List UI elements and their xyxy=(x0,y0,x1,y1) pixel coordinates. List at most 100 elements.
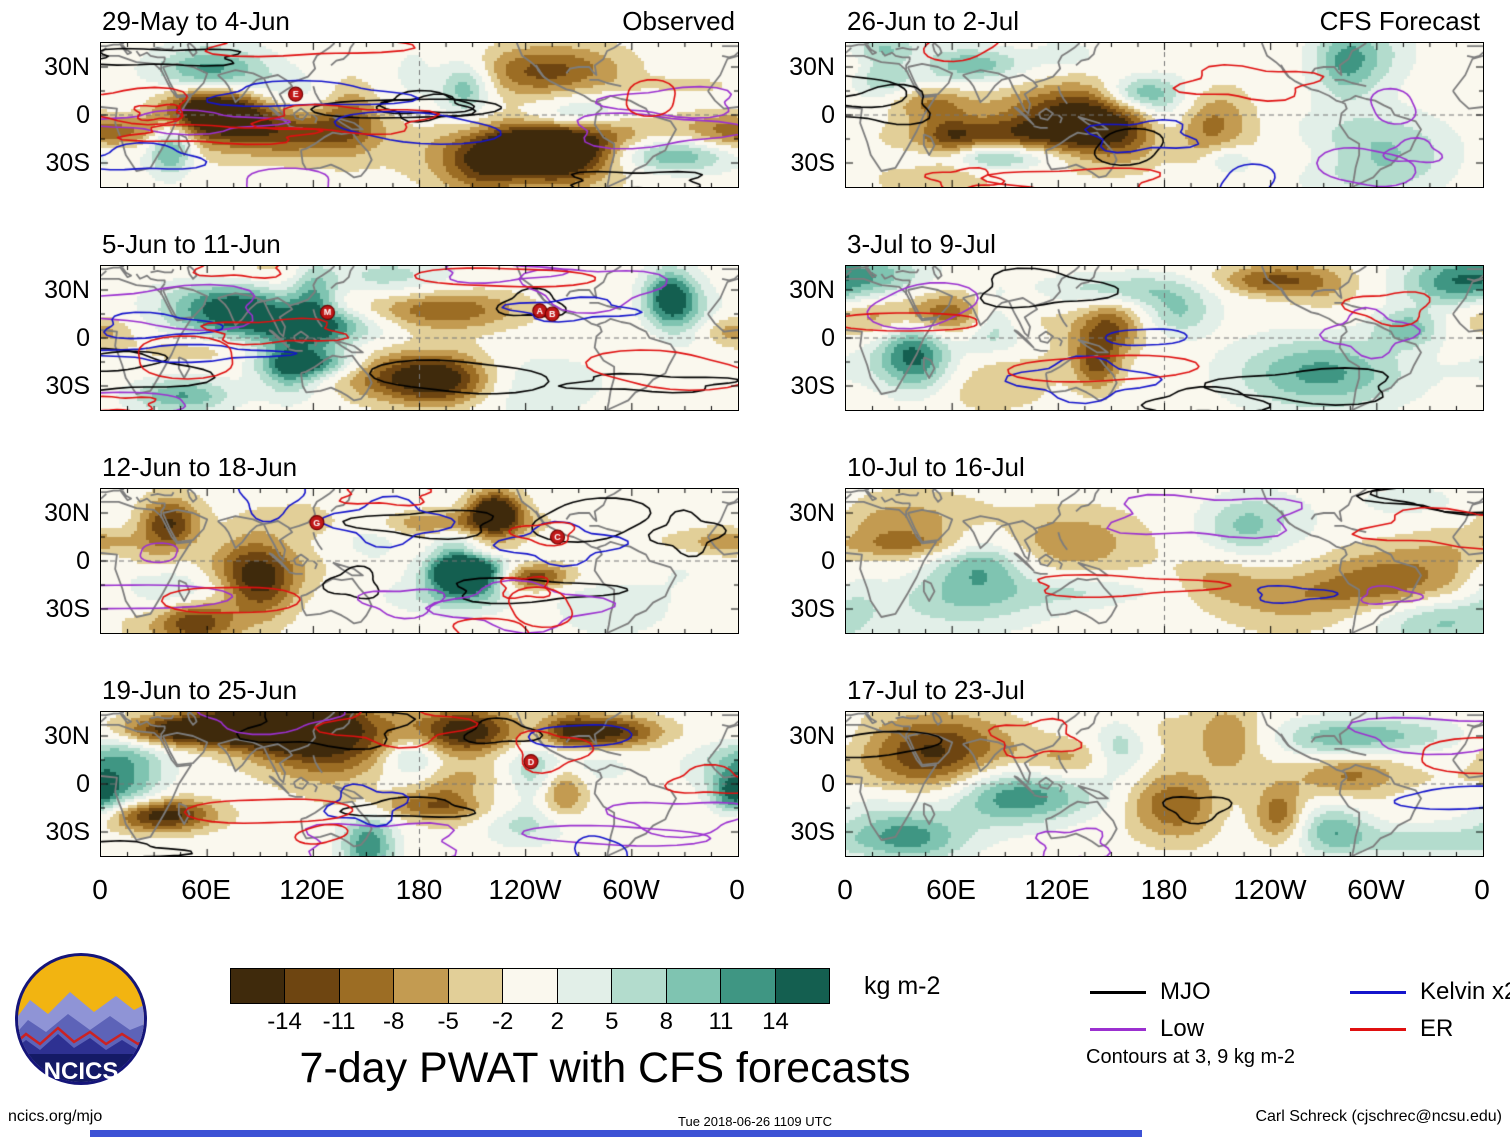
colorbar-tick-label: 2 xyxy=(550,1008,564,1035)
panel-title: 10-Jul to 16-Jul xyxy=(847,452,1025,482)
column-header-forecast: CFS Forecast xyxy=(1319,6,1480,36)
y-tick-30n: 30N xyxy=(789,276,835,304)
contour-note: Contours at 3, 9 kg m-2 xyxy=(1086,1046,1295,1068)
bottom-blue-bar xyxy=(90,1130,1142,1137)
y-tick-30s: 30S xyxy=(45,595,90,623)
y-tick-eq: 0 xyxy=(821,547,835,575)
x-tick-label: 180 xyxy=(395,874,443,905)
y-tick-30n: 30N xyxy=(44,276,90,304)
x-tick-label: 120E xyxy=(279,874,345,905)
y-tick-eq: 0 xyxy=(76,101,90,129)
footer-author: Carl Schreck (cjschrec@ncsu.edu) xyxy=(1255,1108,1502,1125)
panel-fcst-w4: 17-Jul to 23-Jul 30N 0 30S xyxy=(789,675,1484,859)
mjo-line-sample xyxy=(1090,990,1146,994)
legend-label: Kelvin x2 xyxy=(1420,978,1510,1005)
y-tick-30n: 30N xyxy=(789,53,835,81)
colorbar-segment xyxy=(231,969,286,1003)
x-tick-label: 60W xyxy=(1347,874,1405,905)
colorbar-segment xyxy=(612,969,667,1003)
y-tick-30n: 30N xyxy=(789,499,835,527)
low-line-sample xyxy=(1090,1027,1146,1031)
panel-obs-w4: 19-Jun to 25-Jun 30N 0 30S xyxy=(44,675,739,859)
colorbar-tick-label: 14 xyxy=(762,1008,789,1035)
y-tick-30s: 30S xyxy=(790,372,835,400)
x-tick-label: 60W xyxy=(602,874,660,905)
x-tick-label: 0 xyxy=(1474,874,1490,905)
y-tick-eq: 0 xyxy=(821,324,835,352)
panel-obs-w3: 12-Jun to 18-Jun 30N 0 30S xyxy=(44,452,739,636)
colorbar-tick-label: 11 xyxy=(708,1008,734,1035)
map-canvas xyxy=(100,488,739,634)
logo-text: NCICS xyxy=(44,1058,119,1085)
panel-title: 3-Jul to 9-Jul xyxy=(847,229,996,259)
panel-title: 17-Jul to 23-Jul xyxy=(847,675,1025,705)
colorbar-segment xyxy=(503,969,558,1003)
colorbar-segment xyxy=(721,969,776,1003)
colorbar-ticks: -14 -11 -8 -5 -2 2 5 8 11 14 xyxy=(230,1008,830,1036)
panel-obs-w2: 5-Jun to 11-Jun 30N 0 30S xyxy=(44,229,739,413)
y-tick-30s: 30S xyxy=(790,149,835,177)
panel-obs-w1: 29-May to 4-Jun Observed 30N 0 30S xyxy=(44,6,739,190)
map-canvas xyxy=(845,711,1484,857)
colorbar-segment xyxy=(394,969,449,1003)
panel-fcst-w3: 10-Jul to 16-Jul 30N 0 30S xyxy=(789,452,1484,636)
colorbar-tick-label: -11 xyxy=(322,1008,356,1035)
colorbar-units: kg m-2 xyxy=(864,972,941,1000)
y-tick-eq: 0 xyxy=(821,101,835,129)
x-tick-label: 0 xyxy=(837,874,853,905)
footer-url: ncics.org/mjo xyxy=(8,1108,103,1125)
map-canvas xyxy=(100,711,739,857)
legend-item-kelvin: Kelvin x2 xyxy=(1350,978,1510,1006)
map-canvas xyxy=(845,265,1484,411)
y-tick-30s: 30S xyxy=(45,372,90,400)
colorbar-segment xyxy=(775,969,829,1003)
y-tick-30n: 30N xyxy=(44,722,90,750)
ncics-logo: NCICS xyxy=(15,953,147,1085)
x-tick-label: 120W xyxy=(488,874,562,905)
colorbar-tick-label: -8 xyxy=(382,1008,405,1035)
map-canvas xyxy=(100,42,739,188)
y-tick-30s: 30S xyxy=(790,818,835,846)
colorbar-tick-label: 5 xyxy=(605,1008,619,1035)
figure-title: 7-day PWAT with CFS forecasts xyxy=(299,1044,911,1092)
panel-title: 26-Jun to 2-Jul xyxy=(847,6,1019,36)
map-canvas xyxy=(100,265,739,411)
y-tick-eq: 0 xyxy=(821,770,835,798)
panel-title: 19-Jun to 25-Jun xyxy=(102,675,298,705)
legend-item-mjo: MJO xyxy=(1090,978,1211,1006)
legend-item-low: Low xyxy=(1090,1015,1204,1043)
colorbar-tick-label: -5 xyxy=(437,1008,459,1035)
x-tick-label: 60E xyxy=(181,874,231,905)
colorbar-segment xyxy=(557,969,613,1003)
x-tick-label: 180 xyxy=(1140,874,1188,905)
y-tick-eq: 0 xyxy=(76,547,90,575)
y-tick-30n: 30N xyxy=(44,499,90,527)
panel-title: 12-Jun to 18-Jun xyxy=(102,452,298,482)
y-tick-eq: 0 xyxy=(76,770,90,798)
panel-fcst-w2: 3-Jul to 9-Jul 30N 0 30S xyxy=(789,229,1484,413)
x-tick-label: 120W xyxy=(1233,874,1307,905)
map-canvas xyxy=(845,42,1484,188)
footer-timestamp: Tue 2018-06-26 1109 UTC xyxy=(678,1114,832,1129)
column-header-observed: Observed xyxy=(622,6,735,36)
colorbar-segment xyxy=(285,969,340,1003)
legend-item-er: ER xyxy=(1350,1015,1453,1043)
map-canvas xyxy=(845,488,1484,634)
colorbar-tick-label: 8 xyxy=(659,1008,674,1035)
er-line-sample xyxy=(1350,1027,1406,1031)
legend-label: ER xyxy=(1420,1015,1454,1042)
legend-label: Low xyxy=(1160,1015,1205,1042)
colorbar-segment xyxy=(448,969,504,1003)
y-tick-30n: 30N xyxy=(789,722,835,750)
colorbar-segment xyxy=(339,969,395,1003)
x-tick-label: 60E xyxy=(926,874,976,905)
panel-title: 5-Jun to 11-Jun xyxy=(102,229,281,259)
panel-fcst-w1: 26-Jun to 2-Jul CFS Forecast 30N 0 30S xyxy=(789,6,1484,190)
x-tick-label: 0 xyxy=(729,874,745,905)
legend-label: MJO xyxy=(1160,978,1211,1005)
panel-title: 29-May to 4-Jun xyxy=(102,6,290,36)
y-tick-30s: 30S xyxy=(790,595,835,623)
colorbar-tick-label: -2 xyxy=(492,1008,514,1035)
colorbar-tick-label: -14 xyxy=(267,1008,302,1035)
colorbar-segment xyxy=(666,969,722,1003)
